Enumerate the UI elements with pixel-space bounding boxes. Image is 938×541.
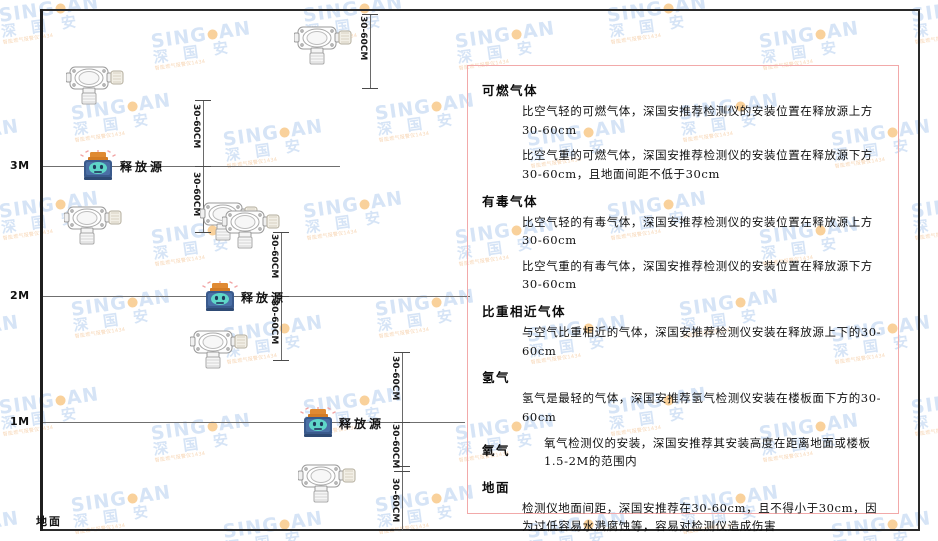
level-line-2m [40,296,470,297]
panel-section-paragraph: 比空气重的可燃气体，深国安推荐检测仪的安装位置在释放源下方30-60cm，且地面… [522,148,873,181]
dimension-label: 30-60CM [191,104,201,149]
panel-section-heading: 氢气 [482,370,511,386]
release-source-icon [300,406,336,443]
panel-section-paragraph: 比空气重的有毒气体，深国安推荐检测仪的安装位置在释放源下方30-60cm [522,258,873,292]
dim-tick [273,296,289,297]
release-source-icon [202,280,238,317]
gas-detector-icon [65,62,128,112]
watermark-brand-cn: 深 国 安 [0,527,22,541]
dim-tick [394,352,410,353]
panel-section-paragraph: 比空气轻的可燃气体，深国安推荐检测仪的安装位置在释放源上方30-60cm [522,104,873,137]
dim-tick [195,232,211,233]
panel-section-paragraph: 检测仪地面间距，深国安推荐在30-60cm，且不得小于30cm，因为过低容易水溅… [522,500,878,534]
release-source-icon [80,149,116,186]
dimension-column-top [370,14,371,88]
gas-detector-icon [293,22,356,72]
level-line-3m [40,166,340,167]
dim-tick [394,530,410,531]
release-source-label: 释放源 [120,160,166,174]
dim-tick [195,166,211,167]
dimension-label: 30-60CM [390,424,400,469]
dimension-label: 30-60CM [191,172,201,217]
panel-section: 氧气 氧气检测仪的安装，深国安推荐其安装高度在距离地面或楼板1.5-2M的范围内 [482,434,888,471]
panel-section-heading: 有毒气体 [482,193,539,209]
dim-tick [195,100,211,101]
panel-section: 有毒气体比空气轻的有毒气体，深国安推荐检测仪的安装位置在释放源上方30-60cm… [482,191,888,295]
dim-tick [362,14,378,15]
dimension-label: 30-60CM [390,478,400,523]
level-line-1m [40,422,465,423]
panel-section-heading: 可燃气体 [482,83,539,98]
panel-section: 地面 检测仪地面间距，深国安推荐在30-60cm，且不得小于30cm，因为过低容易… [482,477,888,536]
ground-label: 地面 [36,515,62,528]
panel-section: 可燃气体比空气轻的可燃气体，深国安推荐检测仪的安装位置在释放源上方30-60cm… [482,80,888,184]
dim-tick [273,360,289,361]
dimension-column-ground [402,352,403,530]
vertical-height-axis [40,9,43,531]
release-source-label: 释放源 [241,291,287,305]
level-label-2m: 2M [10,289,30,302]
panel-section: 比重相近气体与空气比重相近的气体，深国安推荐检测仪安装在释放源上下的30-60c… [482,301,888,360]
panel-section: 氢气 氢气是最轻的气体，深国安推荐氢气检测仪安装在楼板面下方的30-60cm [482,367,888,426]
dimension-label: 30-60CM [390,356,400,401]
dim-tick [394,422,410,423]
gas-detector-icon [297,460,360,510]
level-label-3m: 3M [10,159,30,172]
dimension-label: 30-60CM [358,16,368,61]
panel-section-heading: 氧气 [482,442,511,458]
installation-guidance-panel: 可燃气体比空气轻的可燃气体，深国安推荐检测仪的安装位置在释放源上方30-60cm… [467,65,899,533]
gas-detector-icon [189,326,252,376]
panel-section-paragraph: 氢气是最轻的气体，深国安推荐氢气检测仪安装在楼板面下方的30-60cm [522,391,882,424]
dimension-label: 30-60CM [269,300,279,345]
release-source-label: 释放源 [339,417,385,431]
panel-section-paragraph: 比空气轻的有毒气体，深国安推荐检测仪的安装位置在释放源上方30-60cm [522,214,873,248]
panel-section-paragraph: 氧气检测仪的安装，深国安推荐其安装高度在距离地面或楼板1.5-2M的范围内 [544,435,871,469]
panel-section-paragraph: 与空气比重相近的气体，深国安推荐检测仪安装在释放源上下的30-60cm [522,325,882,358]
dim-tick [362,88,378,89]
panel-section-heading: 比重相近气体 [482,304,567,319]
watermark-subtext: 智能燃气报警仪1434 [0,347,23,366]
gas-detector-icon [221,206,284,256]
gas-detector-icon [63,202,126,252]
level-label-1m: 1M [10,415,30,428]
dimension-label: 30-60CM [269,234,279,279]
dim-tick [394,466,410,467]
dim-tick [273,232,289,233]
dim-tick [394,471,410,472]
watermark-brand-cn: 深 国 安 [0,331,3,361]
panel-section-heading: 地面 [482,479,511,495]
